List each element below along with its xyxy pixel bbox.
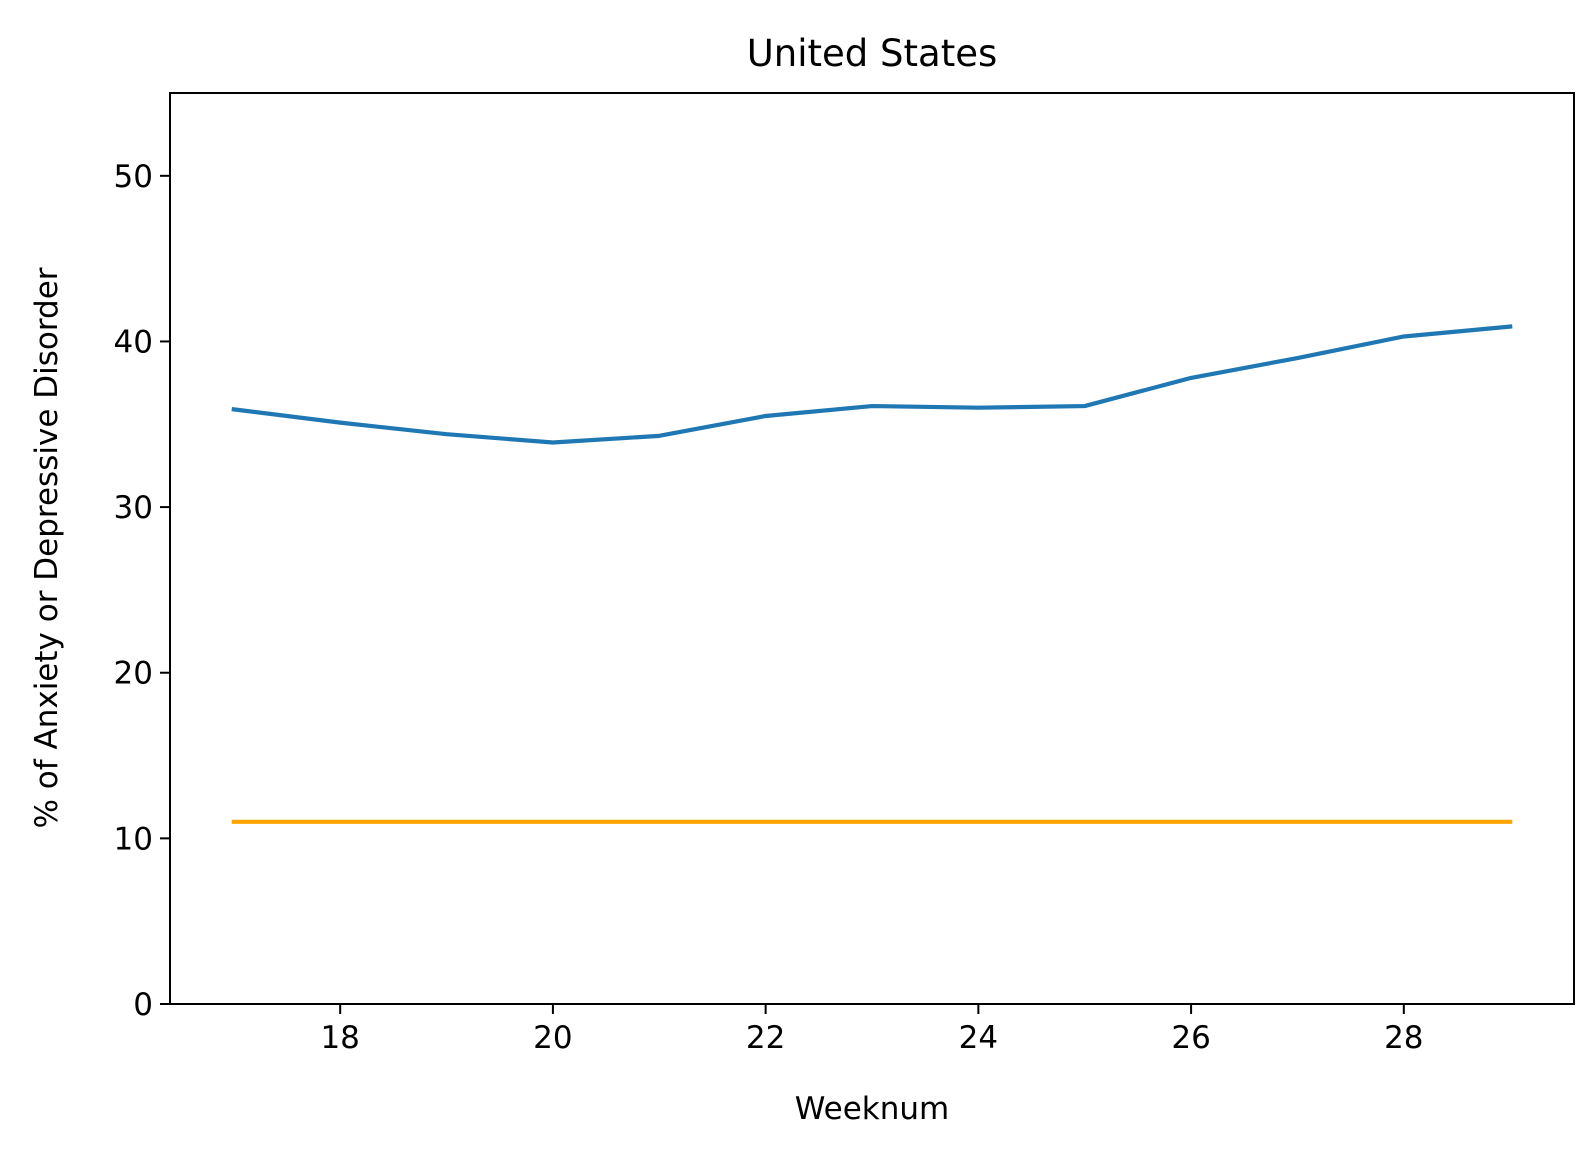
plot-area-frame xyxy=(169,92,1575,1005)
x-tick-label: 22 xyxy=(746,1020,785,1056)
y-tick-label: 30 xyxy=(114,490,153,526)
y-tick-label: 40 xyxy=(114,324,153,360)
y-axis-label: % of Anxiety or Depressive Disorder xyxy=(29,267,65,828)
series-line-1 xyxy=(231,324,1513,445)
x-tick-label: 28 xyxy=(1384,1020,1423,1056)
x-tick-label: 24 xyxy=(959,1020,998,1056)
y-tick-label: 0 xyxy=(133,987,153,1023)
y-tick-label: 20 xyxy=(114,656,153,692)
x-tick-label: 26 xyxy=(1171,1020,1210,1056)
x-tick-label: 20 xyxy=(533,1020,572,1056)
x-tick-label: 18 xyxy=(320,1020,359,1056)
y-tick-label: 50 xyxy=(114,159,153,195)
x-axis-label: Weeknum xyxy=(795,1091,949,1127)
y-tick-label: 10 xyxy=(114,821,153,857)
chart-title: United States xyxy=(747,32,998,75)
x-axis-ticks: 18 20 22 24 26 28 xyxy=(320,1004,1424,1056)
series-layer xyxy=(231,324,1513,824)
y-axis-ticks: 0 10 20 30 40 50 xyxy=(114,159,170,1023)
